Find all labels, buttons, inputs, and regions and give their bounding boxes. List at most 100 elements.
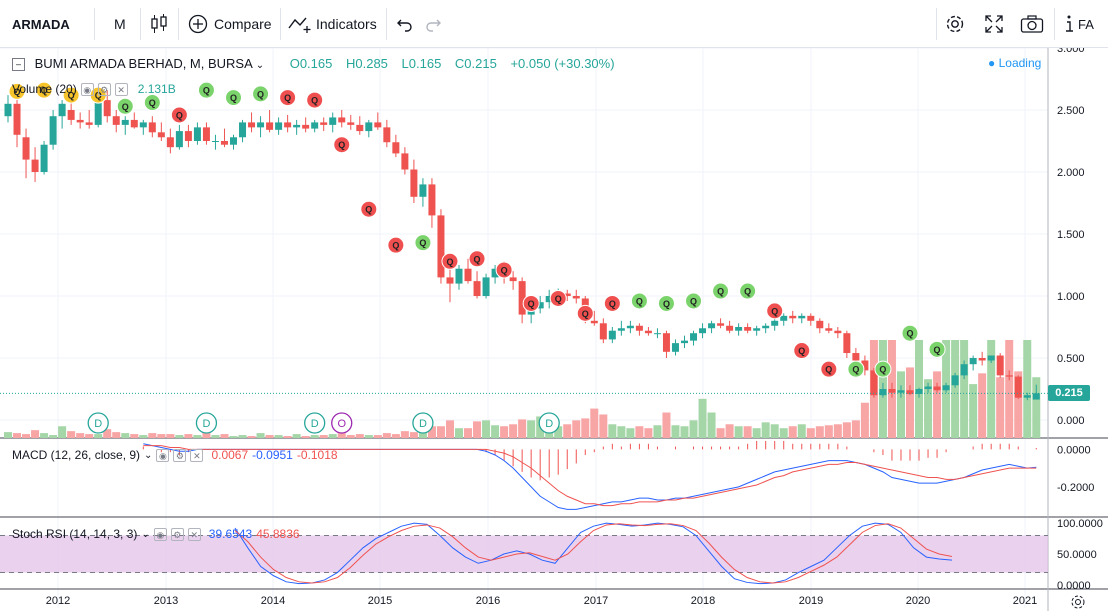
candle-body bbox=[320, 122, 328, 125]
candle-body bbox=[942, 385, 950, 391]
volume-bar bbox=[671, 425, 680, 438]
candle-body bbox=[924, 386, 932, 389]
candle-body bbox=[13, 103, 21, 135]
volume-bar bbox=[599, 414, 608, 438]
volume-bar bbox=[292, 434, 301, 438]
close-icon[interactable]: ✕ bbox=[187, 527, 201, 541]
fullscreen-button[interactable] bbox=[984, 0, 1004, 48]
time-tick-label: 2017 bbox=[584, 595, 608, 607]
gear-icon[interactable]: ⚙ bbox=[173, 448, 187, 462]
time-tick-label: 2015 bbox=[368, 595, 392, 607]
candle-body bbox=[879, 389, 887, 396]
volume-bar bbox=[391, 434, 400, 438]
top-toolbar: ARMADA M Compare Indicators FA bbox=[0, 0, 1108, 48]
macd-signal-line bbox=[143, 445, 1037, 507]
macd-hist-value: 0.0067 bbox=[211, 448, 249, 462]
volume-bar bbox=[193, 435, 202, 438]
macd-signal-value: -0.1018 bbox=[296, 448, 338, 462]
candle-body bbox=[383, 127, 391, 143]
candle-body bbox=[816, 320, 824, 329]
dividend-marker bbox=[304, 412, 326, 434]
snapshot-button[interactable] bbox=[1020, 0, 1044, 48]
candle-body bbox=[103, 100, 111, 117]
candle-body bbox=[329, 117, 337, 125]
indicators-button[interactable]: Indicators bbox=[288, 0, 377, 48]
earnings-marker-label: Q bbox=[744, 287, 751, 297]
stoch-band bbox=[0, 535, 1048, 573]
legend-open: O0.165 bbox=[289, 56, 333, 71]
candle-body bbox=[915, 389, 923, 394]
earnings-marker bbox=[603, 294, 621, 312]
eye-icon[interactable]: ◉ bbox=[80, 82, 94, 96]
price-tick-label: 2.500 bbox=[1057, 105, 1085, 117]
candle-body bbox=[644, 330, 652, 334]
earnings-marker bbox=[252, 85, 270, 103]
settings-button[interactable] bbox=[944, 0, 966, 48]
candle-body bbox=[248, 122, 256, 128]
volume-bar bbox=[779, 428, 788, 438]
close-icon[interactable]: ✕ bbox=[190, 448, 204, 462]
chart-area[interactable]: Q Q Q Q Q Q Q Q Q Q Q Q Q Q Q Q Q Q Q Q Q Q Q Q Q Q Q Q Q Q Q Q Q Q Q D D D O… bbox=[0, 48, 1108, 611]
candle-body bbox=[202, 127, 210, 141]
candle-body bbox=[22, 137, 30, 160]
volume-bar bbox=[202, 432, 211, 438]
earnings-marker-label: Q bbox=[284, 93, 291, 103]
volume-bar bbox=[509, 424, 518, 438]
symbol-search[interactable]: ARMADA bbox=[12, 16, 70, 32]
volume-bar bbox=[987, 340, 996, 438]
earnings-marker bbox=[170, 106, 188, 124]
toolbar-divider bbox=[936, 8, 937, 40]
chevron-down-icon[interactable]: ⌄ bbox=[144, 449, 153, 461]
eye-icon[interactable]: ◉ bbox=[153, 527, 167, 541]
earnings-marker bbox=[847, 360, 865, 378]
time-tick-label: 2014 bbox=[261, 595, 285, 607]
dividend-marker bbox=[331, 412, 353, 434]
chart-type-button[interactable] bbox=[150, 0, 168, 48]
dividend-marker bbox=[412, 412, 434, 434]
undo-button[interactable] bbox=[396, 0, 414, 48]
financials-button[interactable]: FA bbox=[1064, 0, 1094, 48]
chevron-down-icon[interactable]: ⌄ bbox=[141, 528, 150, 540]
volume-bar bbox=[337, 433, 346, 438]
interval-button[interactable]: M bbox=[114, 16, 126, 32]
candle-body bbox=[780, 315, 788, 321]
candle-body bbox=[906, 390, 914, 394]
earnings-marker-label: Q bbox=[501, 265, 508, 275]
chevron-down-icon[interactable]: ⌄ bbox=[255, 60, 265, 71]
compare-button[interactable]: Compare bbox=[188, 0, 272, 48]
close-icon[interactable]: ✕ bbox=[114, 82, 128, 96]
volume-bar bbox=[265, 435, 274, 438]
volume-bar bbox=[644, 428, 653, 438]
eye-icon[interactable]: ◉ bbox=[156, 448, 170, 462]
earnings-marker-label: Q bbox=[636, 296, 643, 306]
dividend-marker-label: O bbox=[337, 418, 346, 430]
candle-body bbox=[996, 355, 1004, 376]
volume-bar bbox=[743, 426, 752, 438]
dividend-marker-label: D bbox=[94, 418, 102, 430]
earnings-marker bbox=[793, 342, 811, 360]
collapse-icon[interactable]: – bbox=[12, 58, 25, 72]
earnings-marker bbox=[766, 302, 784, 320]
redo-button[interactable] bbox=[424, 0, 442, 48]
gear-icon[interactable]: ⚙ bbox=[170, 527, 184, 541]
candle-body bbox=[852, 353, 860, 361]
volume-bar bbox=[274, 435, 283, 438]
candle-body bbox=[789, 315, 797, 319]
symbol-legend: – BUMI ARMADA BERHAD, M, BURSA ⌄ O0.165 … bbox=[12, 56, 615, 72]
candle-body bbox=[653, 333, 661, 335]
candle-body bbox=[67, 110, 75, 120]
macd-pane bbox=[142, 440, 1037, 510]
earnings-marker bbox=[387, 236, 405, 254]
gear-icon[interactable]: ⚙ bbox=[97, 82, 111, 96]
candle-body bbox=[392, 142, 400, 154]
candle-body bbox=[175, 131, 183, 148]
volume-bar bbox=[518, 419, 527, 438]
legend-change: +0.050 (+30.30%) bbox=[510, 56, 615, 71]
earnings-marker-label: Q bbox=[338, 140, 345, 150]
candle-body bbox=[545, 296, 553, 303]
volume-bar bbox=[373, 435, 382, 438]
toolbar-divider bbox=[140, 8, 141, 40]
candle-body bbox=[843, 333, 851, 354]
stoch-tick-label: 50.0000 bbox=[1057, 549, 1097, 561]
volume-bar bbox=[842, 422, 851, 438]
